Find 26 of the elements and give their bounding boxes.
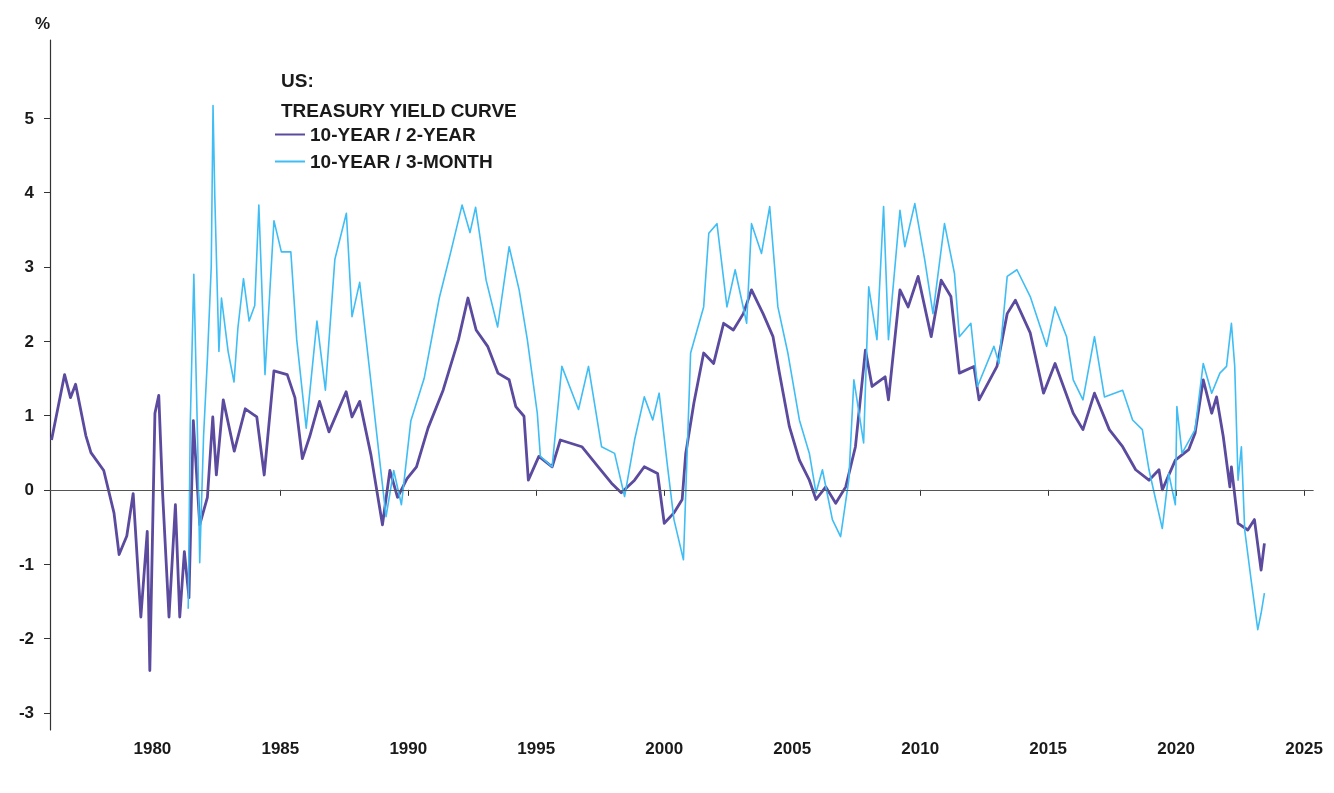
x-tick-label: 2005 xyxy=(773,739,812,758)
x-tick-label: 1985 xyxy=(261,739,300,758)
x-tick-label: 2015 xyxy=(1029,739,1068,758)
line-series xyxy=(50,275,1266,672)
y-tick-label: -1 xyxy=(18,554,34,574)
x-tick-label: 2025 xyxy=(1285,739,1323,758)
y-tick-label: 1 xyxy=(24,405,34,425)
x-tick-label: 1980 xyxy=(133,739,172,758)
y-tick-label: 2 xyxy=(24,331,34,351)
y-tick-label: 3 xyxy=(24,257,34,277)
x-tick-label: 1995 xyxy=(517,739,556,758)
x-tick-label: 2000 xyxy=(645,739,684,758)
legend-label: 10-YEAR / 2-YEAR xyxy=(310,124,477,145)
y-axis-title: % xyxy=(34,14,50,33)
y-tick-label: 0 xyxy=(24,480,34,500)
text: US: xyxy=(281,70,314,91)
y-tick-label: -2 xyxy=(18,629,34,649)
x-tick-label: 1990 xyxy=(389,739,428,758)
legend-label: 10-YEAR / 3-MONTH xyxy=(310,151,493,172)
y-tick-label: 4 xyxy=(24,182,35,202)
text: TREASURY YIELD CURVE xyxy=(281,100,517,121)
y-tick-label: 5 xyxy=(24,108,34,128)
x-tick-label: 2020 xyxy=(1157,739,1196,758)
x-tick-label: 2010 xyxy=(901,739,940,758)
y-tick-label: -3 xyxy=(18,703,34,723)
line-series xyxy=(187,104,1266,631)
